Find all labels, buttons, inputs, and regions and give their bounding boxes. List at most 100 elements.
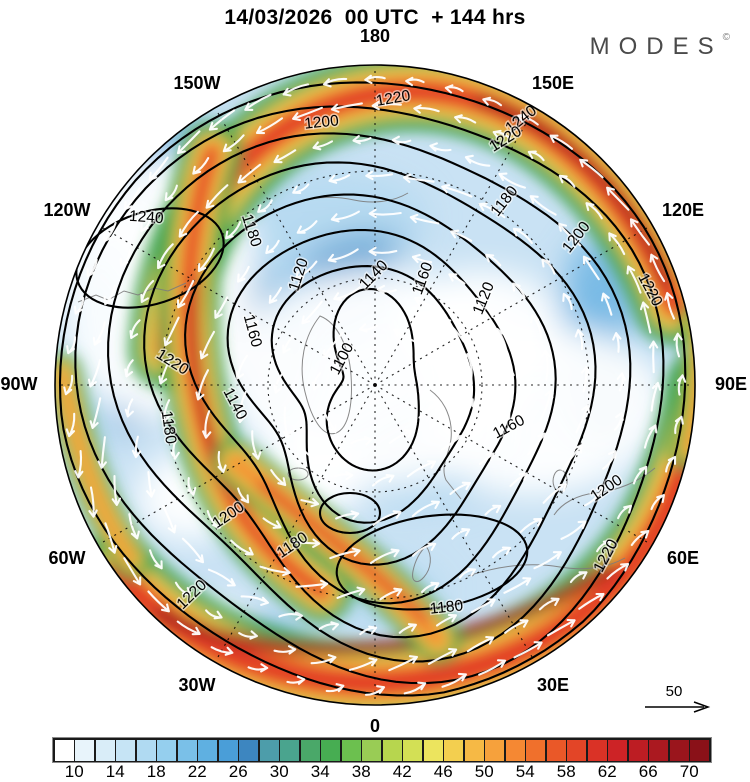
colorbar-cell [95, 739, 115, 761]
wind-arrow [63, 374, 74, 396]
wind-arrow [320, 405, 337, 434]
height-contour [58, 81, 687, 697]
height-contour [143, 161, 597, 639]
wind-arrow [348, 657, 378, 671]
wind-arrow [325, 683, 345, 693]
coastlines [77, 192, 656, 583]
wind-arrow [163, 316, 180, 347]
wind-arrow [240, 595, 269, 606]
wind-arrow [450, 229, 473, 242]
reference-arrow-head [693, 701, 711, 713]
contour-value-label: 1180 [429, 597, 464, 617]
wind-arrow [664, 291, 676, 320]
wind-arrow [119, 249, 131, 267]
wind-arrow [388, 429, 413, 444]
wind-arrow [65, 412, 76, 438]
wind-arrow [398, 623, 417, 634]
wind-arrow [103, 221, 117, 243]
wind-arrow [199, 330, 216, 360]
colorbar-tick-label: 34 [310, 762, 330, 781]
wind-arrow [335, 510, 360, 520]
wind-arrow [527, 150, 545, 162]
wind-arrow [454, 114, 477, 124]
wind-arrow [147, 590, 170, 613]
wind-arrow [103, 284, 116, 306]
longitude-label-90W: 90W [0, 374, 37, 394]
wind-arrow [330, 210, 360, 223]
wind-arrow [372, 510, 402, 526]
wind-arrow [214, 296, 229, 319]
wind-arrow [310, 654, 337, 665]
wind-arrow [513, 641, 543, 659]
wind-arrow [665, 455, 677, 473]
latitude-circle [160, 170, 590, 600]
wind-arrow [292, 106, 323, 122]
wind-arrow [286, 675, 306, 685]
chart-title: 14/03/2026 00 UTC + 144 hrs [224, 6, 526, 29]
wind-arrow [311, 372, 322, 391]
wind-arrow [235, 354, 249, 380]
wind-arrow [413, 104, 440, 114]
colorbar-cell [321, 739, 340, 761]
wind-arrow [205, 184, 229, 209]
meridian-line [215, 384, 376, 661]
wind-arrow [578, 592, 605, 610]
wind-arrow [562, 292, 573, 311]
colorbar-cell [608, 739, 627, 761]
wind-arrow [268, 286, 283, 304]
wind-arrow [225, 220, 242, 240]
wind-arrow [371, 473, 395, 487]
colorbar-cell [485, 739, 504, 761]
wind-arrow [529, 195, 557, 216]
colorbar-cell [567, 739, 586, 761]
wind-arrow [359, 625, 378, 636]
wind-arrow [441, 184, 473, 198]
wind-arrow [365, 170, 394, 181]
wind-arrow [650, 381, 662, 412]
meridian-line [215, 109, 376, 386]
wind-arrow [376, 284, 397, 295]
height-contour [107, 132, 632, 663]
wind-arrow [649, 253, 666, 283]
longitude-label-30W: 30W [178, 675, 215, 695]
wind-arrow [124, 187, 141, 211]
wind-arrow [608, 232, 626, 256]
wind-arrow [111, 475, 122, 506]
colorbar-cell [136, 739, 156, 761]
wind-arrow [244, 93, 272, 111]
wind-arrow [418, 397, 438, 419]
wind-arrow [146, 470, 156, 498]
wind-arrow [424, 357, 435, 380]
wind-arrow [617, 504, 633, 520]
wind-arrow [237, 163, 262, 184]
longitude-label-150E: 150E [532, 73, 574, 93]
wind-arrow [442, 317, 465, 343]
wind-arrow [222, 134, 245, 153]
wind-arrow [208, 109, 236, 131]
colorbar-tick-label: 46 [433, 762, 453, 781]
wind-arrow [148, 549, 163, 570]
wind-arrow [496, 412, 511, 433]
longitude-label-0: 0 [370, 716, 380, 736]
wind-arrow [358, 323, 379, 333]
wind-arrow [435, 613, 457, 627]
wind-arrow [613, 411, 624, 431]
wind-arrow [131, 435, 142, 459]
wind-arrow [585, 202, 603, 220]
wind-arrow [492, 546, 512, 559]
wind-arrow [230, 539, 254, 556]
wind-arrow [569, 571, 588, 584]
wind-arrow [509, 472, 528, 488]
wind-arrow [596, 540, 612, 553]
colorbar-cell [177, 739, 197, 761]
wind-arrow [217, 450, 227, 474]
wind-arrow [368, 246, 398, 257]
wind-arrow [512, 282, 526, 299]
wind-arrow [492, 129, 512, 140]
height-contour [184, 193, 557, 605]
wind-arrow [441, 672, 467, 688]
wind-arrow [539, 389, 554, 421]
wind-arrow [273, 645, 297, 655]
wind-arrow [237, 265, 250, 283]
colorbar [52, 737, 712, 763]
